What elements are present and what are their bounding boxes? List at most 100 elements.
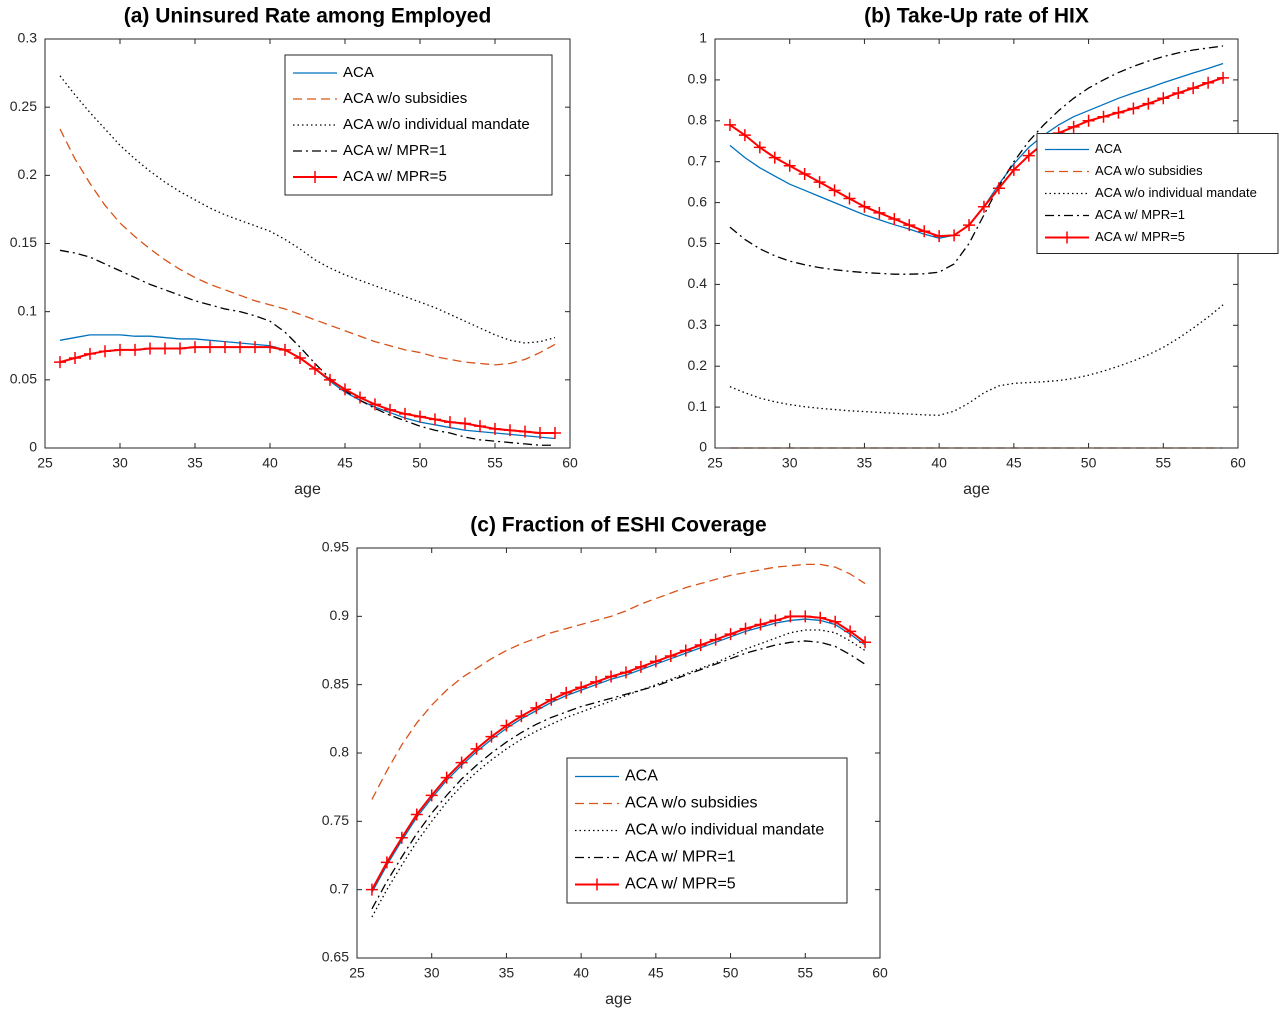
x-tick-label: 50 xyxy=(723,965,739,981)
marker xyxy=(963,219,976,232)
legend-label: ACA w/o subsidies xyxy=(343,90,467,107)
marker xyxy=(455,756,468,769)
legend-label: ACA w/o individual mandate xyxy=(343,116,530,133)
y-tick-label: 0.65 xyxy=(322,949,349,965)
marker xyxy=(709,633,722,646)
y-tick-label: 0.25 xyxy=(10,98,37,114)
marker xyxy=(664,649,677,662)
marker xyxy=(1127,102,1140,115)
series-line xyxy=(59,75,556,344)
marker xyxy=(470,742,483,755)
x-tick-label: 60 xyxy=(1230,455,1246,471)
marker xyxy=(739,622,752,635)
x-tick-label: 55 xyxy=(487,455,503,471)
legend: ACA ACA w/o subsidies ACA w/o individual m… xyxy=(566,757,848,904)
marker xyxy=(429,413,441,426)
series-line xyxy=(59,346,555,434)
marker xyxy=(395,831,408,844)
x-tick-label: 30 xyxy=(782,455,798,471)
marker xyxy=(844,625,857,638)
legend-label: ACA w/o individual mandate xyxy=(625,822,824,839)
marker xyxy=(1142,97,1155,110)
series-line xyxy=(371,615,866,891)
legend-marker xyxy=(1061,231,1073,244)
y-tick-label: 0.3 xyxy=(688,316,708,332)
x-tick-label: 50 xyxy=(412,455,428,471)
marker xyxy=(1217,71,1230,84)
x-tick-label: 35 xyxy=(857,455,873,471)
series-line xyxy=(59,249,555,446)
legend-label: ACA xyxy=(343,64,374,81)
marker xyxy=(799,610,812,623)
marker xyxy=(189,341,201,354)
marker xyxy=(1007,163,1020,176)
marker xyxy=(723,118,736,131)
x-tick-label: 45 xyxy=(648,965,664,981)
marker xyxy=(783,159,796,172)
y-tick-label: 0.7 xyxy=(688,152,708,168)
y-tick-label: 0.9 xyxy=(330,607,350,623)
x-tick-label: 45 xyxy=(337,455,353,471)
marker xyxy=(619,666,632,679)
marker xyxy=(129,343,141,356)
legend: ACA ACA w/o subsidies ACA w/o individual m… xyxy=(284,54,553,196)
marker xyxy=(549,427,561,440)
marker xyxy=(354,391,366,404)
x-tick-label: 55 xyxy=(1155,455,1171,471)
marker xyxy=(489,422,501,435)
marker xyxy=(399,407,411,420)
marker xyxy=(69,352,81,365)
y-tick-label: 0 xyxy=(699,439,707,455)
marker xyxy=(738,129,751,142)
x-tick-label: 60 xyxy=(562,455,578,471)
marker xyxy=(425,789,438,802)
y-tick-label: 0.5 xyxy=(688,234,708,250)
x-tick-label: 55 xyxy=(797,965,813,981)
subplot: 25 30 35 40 45 50 55 60 0.65 0.7 0.75 0.8 0.85 0.9 0.9… xyxy=(322,514,888,1009)
marker xyxy=(504,424,516,437)
marker xyxy=(1157,92,1170,105)
x-tick-label: 25 xyxy=(707,455,723,471)
y-tick-label: 0.1 xyxy=(688,398,708,414)
marker xyxy=(84,347,96,360)
marker xyxy=(144,342,156,355)
marker xyxy=(384,403,396,416)
x-tick-label: 50 xyxy=(1081,455,1097,471)
chart-title: (b) Take-Up rate of HIX xyxy=(864,5,1089,28)
marker xyxy=(294,352,306,365)
legend-label: ACA xyxy=(1095,141,1122,156)
legend-label: ACA w/ MPR=1 xyxy=(1095,207,1185,222)
marker xyxy=(474,420,486,433)
marker xyxy=(545,693,558,706)
y-tick-label: 0.95 xyxy=(322,539,349,555)
x-axis-label: age xyxy=(294,481,321,498)
legend-label: ACA w/ MPR=1 xyxy=(625,849,736,866)
marker xyxy=(813,176,826,189)
legend-label: ACA xyxy=(625,768,658,785)
marker xyxy=(843,192,856,205)
y-tick-label: 0.6 xyxy=(688,193,708,209)
x-tick-label: 25 xyxy=(37,455,53,471)
legend-label: ACA w/o subsidies xyxy=(1095,163,1203,178)
legend: ACA ACA w/o subsidies ACA w/o individual m… xyxy=(1036,133,1279,254)
marker xyxy=(798,167,811,180)
legend-marker xyxy=(591,878,603,891)
legend-label: ACA w/ MPR=5 xyxy=(343,168,447,185)
x-tick-label: 35 xyxy=(187,455,203,471)
marker xyxy=(264,341,276,354)
y-tick-label: 0.7 xyxy=(330,880,350,896)
y-tick-label: 0.1 xyxy=(18,302,38,318)
y-tick-label: 0.05 xyxy=(10,371,37,387)
marker xyxy=(309,362,321,375)
marker xyxy=(365,883,378,896)
marker xyxy=(694,639,707,652)
marker xyxy=(753,141,766,154)
y-tick-label: 0.3 xyxy=(18,30,38,46)
marker xyxy=(99,345,111,358)
marker xyxy=(768,151,781,164)
marker xyxy=(649,655,662,668)
marker xyxy=(977,200,990,213)
marker xyxy=(918,225,931,238)
marker xyxy=(784,610,797,623)
